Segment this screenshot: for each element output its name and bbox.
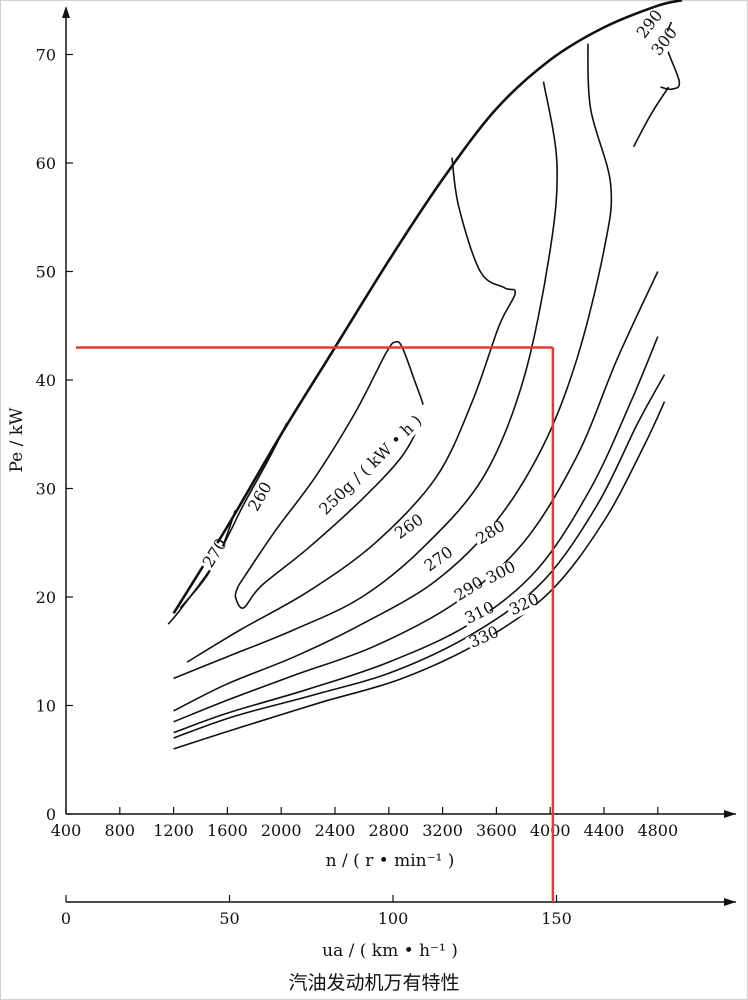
- x-tick-label: 3600: [476, 821, 517, 840]
- contour-label-bg: [245, 484, 273, 517]
- x-axis-title: n / ( r • min⁻¹ ): [326, 851, 455, 871]
- x-axis-arrow: [724, 810, 736, 818]
- contour-label-bg: [420, 547, 452, 577]
- x-tick-label: 400: [51, 821, 82, 840]
- y-tick-label: 40: [36, 371, 56, 390]
- contour-340: [173, 374, 666, 739]
- x-tick-label: 3200: [422, 821, 463, 840]
- x-tick-label: 800: [105, 821, 136, 840]
- x-tick-label: 2000: [261, 821, 302, 840]
- contour-lines: [167, 0, 683, 750]
- contour-330: [173, 401, 666, 750]
- contour-label-bg: [472, 521, 504, 550]
- y-tick-label: 30: [36, 480, 56, 499]
- x-tick-label: 4400: [584, 821, 625, 840]
- contour-270: [167, 509, 237, 625]
- contour-300: [173, 43, 613, 712]
- contour-label-bg: [633, 12, 663, 44]
- contour-label-bg: [461, 602, 493, 629]
- y-tick-label: 10: [36, 697, 56, 716]
- x-tick-label: 4800: [637, 821, 678, 840]
- x-tick-label: 1200: [153, 821, 194, 840]
- x-tick-label: 2800: [368, 821, 409, 840]
- contour-label-bg: [200, 541, 228, 573]
- contour-260: [179, 423, 288, 609]
- x-tick-label: 2400: [315, 821, 356, 840]
- x-tick-label: 4000: [530, 821, 571, 840]
- contour-label: 250g / ( kW • h ): [315, 411, 425, 518]
- y-tick-label: 60: [36, 154, 56, 173]
- contour-label-bg: [391, 515, 423, 544]
- contour-label-bg: [482, 561, 514, 589]
- contour-label-bg: [648, 29, 678, 61]
- x2-tick-label: 0: [61, 909, 71, 928]
- x-tick-label: 1600: [207, 821, 248, 840]
- y-tick-label: 50: [36, 263, 56, 282]
- y-tick-label: 70: [36, 46, 56, 65]
- y-axis-arrow: [62, 6, 70, 18]
- y-tick-label: 20: [36, 588, 56, 607]
- y-axis-title: Pe / kW: [7, 407, 27, 473]
- full-load-envelope: [172, 0, 683, 614]
- contour-250: [234, 340, 426, 609]
- contour-label-bg: [315, 402, 437, 520]
- y-tick-label: 0: [46, 805, 56, 824]
- contour-label-bg: [465, 626, 497, 653]
- contour-label-bg: [505, 594, 537, 620]
- annotation-lines: [76, 346, 555, 902]
- x2-tick-label: 50: [219, 909, 239, 928]
- contour-290: [632, 86, 670, 148]
- axes-group: 0 10 20 30 40 50 60 70 400 800 1200 1600 2000 2400 280…: [7, 6, 736, 961]
- x2-axis-title: ua / ( km • h⁻¹ ): [322, 941, 458, 961]
- contour-label-bg: [450, 577, 483, 606]
- figure-caption: 汽油发动机万有特性: [288, 972, 460, 994]
- contour-280: [186, 157, 517, 663]
- contour-label: 300: [483, 557, 519, 588]
- x2-tick-label: 100: [378, 909, 409, 928]
- contour-290: [173, 81, 558, 680]
- x2-tick-label: 150: [541, 909, 572, 928]
- x2-axis-arrow: [724, 898, 736, 906]
